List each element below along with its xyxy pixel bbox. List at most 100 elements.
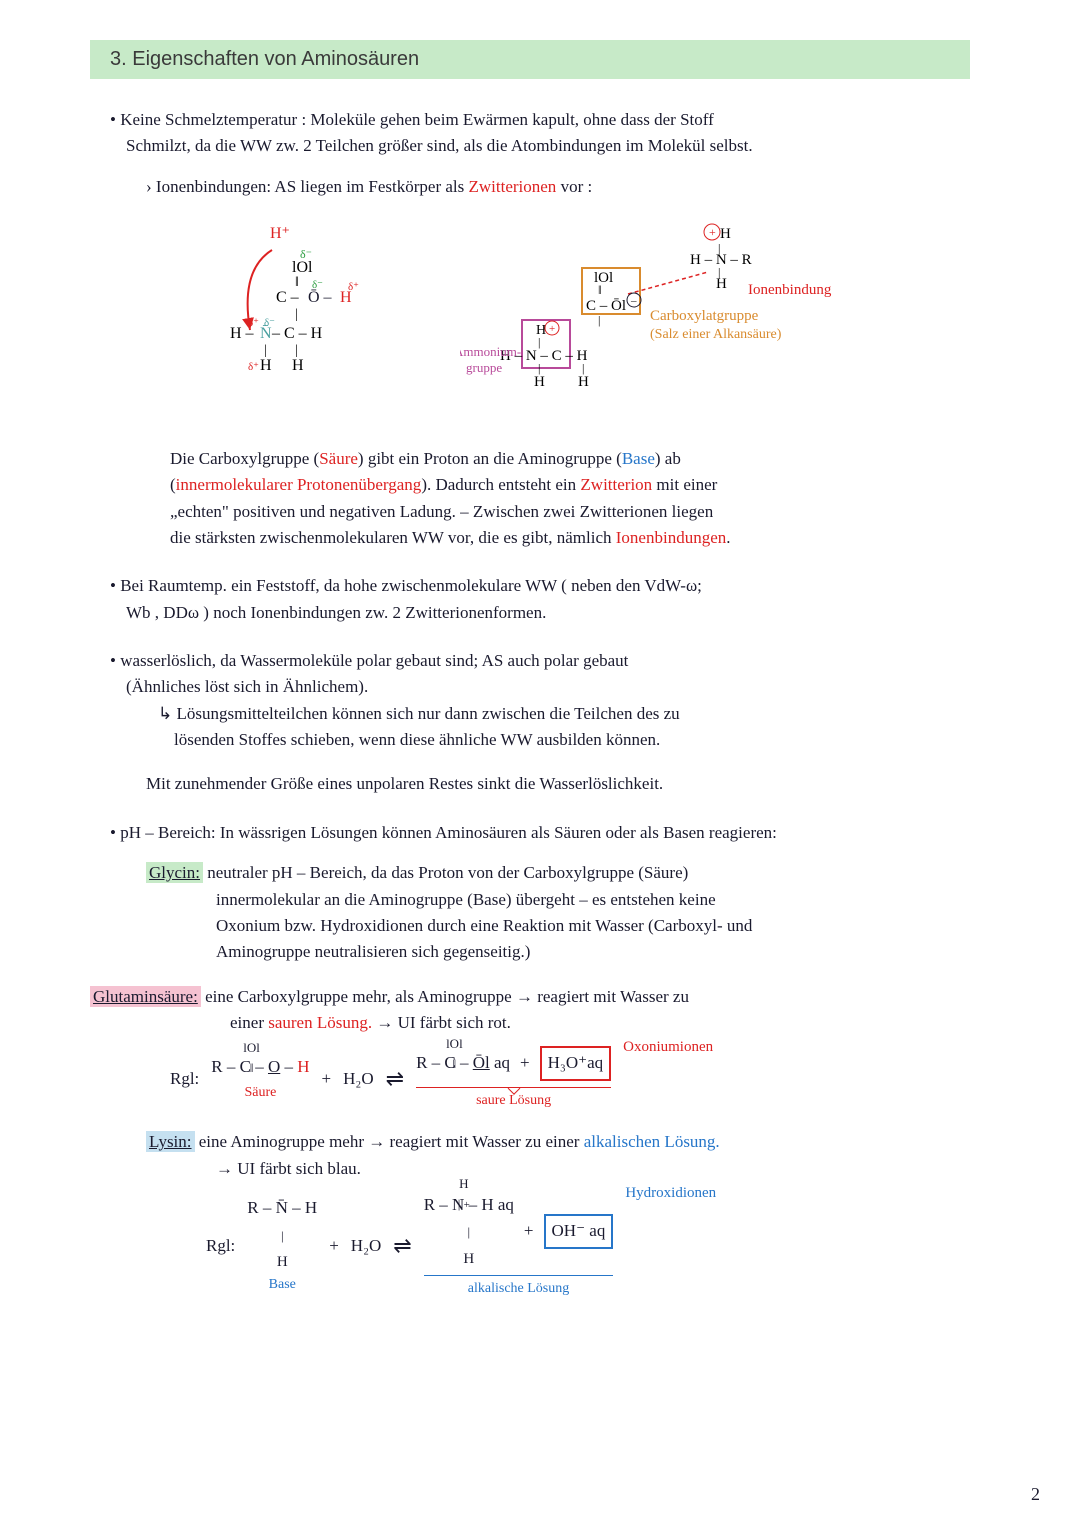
svg-text:|: | [538, 361, 540, 375]
lysin-block: Lysin: eine Aminogruppe mehr → reagiert … [146, 1129, 990, 1299]
eq-right1: R – C – Ōl aq [416, 1053, 510, 1072]
chevron-icon: › [146, 177, 156, 196]
eq-oxonium-box: H₃O⁺aq [540, 1046, 612, 1080]
text-red: Zwitterion [580, 475, 652, 494]
eq-hydroxid-box: OH⁻ aq [544, 1214, 614, 1248]
text: ) gibt ein Proton an die Aminogruppe ( [358, 449, 622, 468]
lysin-label: Lysin: [146, 1131, 195, 1152]
text: „echten" positiven und negativen Ladung.… [170, 502, 713, 521]
svg-text:|: | [598, 313, 600, 327]
oxonium-label: Oxoniumionen [623, 1036, 713, 1059]
equilibrium-arrow-icon: ⇌ [386, 1062, 404, 1096]
eq-left-h: H [277, 1254, 288, 1270]
svg-text:H: H [578, 374, 589, 390]
svg-text:|: | [295, 307, 298, 322]
text: einer [230, 1013, 268, 1032]
eq-base: Base [247, 1274, 317, 1296]
text: Wb , DDω ) noch Ionenbindungen zw. 2 Zwi… [126, 603, 546, 622]
text: . [726, 528, 730, 547]
text: Ionenbindungen: AS liegen im Festkörper … [156, 177, 469, 196]
bullet-wasserloeslich: wasserlöslich, da Wassermoleküle polar g… [110, 648, 990, 753]
text-red: Säure [319, 449, 358, 468]
text: ). Dadurch entsteht ein [421, 475, 580, 494]
text: innermolekular an die Aminogruppe (Base)… [216, 890, 716, 909]
sub-ionenbindung: › Ionenbindungen: AS liegen im Festkörpe… [146, 174, 990, 200]
svg-text:Ionenbindung: Ionenbindung [748, 282, 832, 298]
svg-text:δ⁺: δ⁺ [248, 361, 259, 373]
svg-text:δ⁺: δ⁺ [248, 317, 259, 329]
eq-h2o: H₂O [351, 1233, 381, 1259]
eq-left: R – C – O – H [211, 1057, 309, 1076]
eq-label: Rgl: [170, 1066, 199, 1092]
plus-icon: + [329, 1233, 339, 1259]
text-blue: alkalischen Lösung. [584, 1132, 720, 1151]
svg-text:(Salz einer Alkansäure): (Salz einer Alkansäure) [650, 327, 782, 342]
text-red: innermolekularer Protonenübergang [176, 475, 422, 494]
hydroxid-label: Hydroxidionen [625, 1182, 716, 1205]
section-heading: 3. Eigenschaften von Aminosäuren [90, 40, 970, 79]
svg-text:H: H [534, 374, 545, 390]
text-red: Zwitterionen [469, 177, 557, 196]
text-unpolar: Mit zunehmender Größe eines unpolaren Re… [146, 771, 990, 797]
eq-h2o: H₂O [343, 1066, 373, 1092]
svg-text:+: + [709, 225, 716, 239]
glycin-block: Glycin: neutraler pH – Bereich, da das P… [146, 860, 990, 965]
eq-alk: alkalische Lösung [424, 1278, 614, 1300]
zwitterion-diagram: H⁺ δ⁻ lOl ‖ C – Ō – H δ⁺ δ⁻ | H – N̄ – C… [110, 220, 990, 420]
lysin-equation: Rgl: R – N̄ – H | H Base + H₂O ⇌ H| + R … [206, 1192, 990, 1300]
text: eine Aminogruppe mehr → reagiert mit Was… [199, 1132, 584, 1151]
svg-text:δ⁺: δ⁺ [348, 281, 359, 293]
svg-text:lOl: lOl [292, 259, 313, 276]
eq-left: R – N̄ – H [247, 1198, 317, 1217]
text-red: sauren Lösung. [268, 1013, 372, 1032]
svg-text:H: H [720, 226, 731, 242]
bullet-schmelz: Keine Schmelztemperatur : Moleküle gehen… [110, 107, 990, 160]
text-red: Ionenbindungen [616, 528, 726, 547]
svg-text:gruppe: gruppe [466, 360, 502, 375]
text: Schmilzt, da die WW zw. 2 Teilchen größe… [126, 136, 753, 155]
text: (Ähnliches löst sich in Ähnlichem). [126, 677, 368, 696]
para-carboxyl: Die Carboxylgruppe (Säure) gibt ein Prot… [170, 446, 990, 551]
svg-text:lOl: lOl [594, 270, 613, 286]
svg-text:|: | [538, 335, 540, 349]
text: Keine Schmelztemperatur : Moleküle gehen… [120, 110, 714, 129]
text: vor : [556, 177, 592, 196]
text: Bei Raumtemp. ein Feststoff, da hohe zwi… [120, 576, 702, 595]
text: mit einer [652, 475, 717, 494]
svg-text:‖: ‖ [295, 275, 299, 290]
eq-label: Rgl: [206, 1233, 235, 1259]
text: Aminogruppe neutralisieren sich gegensei… [216, 942, 530, 961]
svg-text:‖: ‖ [598, 282, 602, 297]
svg-text:H⁺: H⁺ [270, 225, 290, 242]
text: Die Carboxylgruppe ( [170, 449, 319, 468]
svg-text:–: – [630, 295, 637, 307]
svg-text:H – N – R: H – N – R [690, 252, 752, 268]
svg-text:+: + [549, 323, 555, 335]
svg-text:Carboxylatgruppe: Carboxylatgruppe [650, 308, 759, 324]
glutamin-label: Glutaminsäure: [90, 986, 201, 1007]
svg-text:δ⁻: δ⁻ [264, 317, 275, 329]
text: ) ab [655, 449, 681, 468]
text: eine Carboxylgruppe mehr, als Aminogrupp… [205, 987, 689, 1006]
molecule-left-svg: H⁺ δ⁻ lOl ‖ C – Ō – H δ⁺ δ⁻ | H – N̄ – C… [200, 220, 430, 400]
equilibrium-arrow-icon: ⇌ [393, 1229, 411, 1263]
svg-text:H: H [292, 357, 304, 374]
text-blue: Base [622, 449, 655, 468]
glutamin-block: Glutaminsäure: eine Carboxylgruppe mehr,… [110, 984, 990, 1112]
glutamin-equation: Rgl: lOl‖ R – C – O – H Säure + H₂O ⇌ lO… [170, 1046, 990, 1111]
svg-text:H: H [716, 276, 727, 292]
plus-icon: + [524, 1218, 534, 1244]
svg-text:|: | [264, 343, 267, 358]
svg-text:Ammonium-: Ammonium- [460, 344, 521, 359]
plus-icon: + [322, 1066, 332, 1092]
svg-text:|: | [582, 361, 584, 375]
svg-text:H: H [260, 357, 272, 374]
svg-text:|: | [295, 343, 298, 358]
text: die stärksten zwischenmolekularen WW vor… [170, 528, 616, 547]
svg-text:δ⁻: δ⁻ [312, 279, 323, 291]
plus-icon: + [520, 1050, 530, 1076]
text: neutraler pH – Bereich, da das Proton vo… [207, 863, 688, 882]
eq-saure: Säure [211, 1082, 309, 1104]
bullet-raumtemp: Bei Raumtemp. ein Feststoff, da hohe zwi… [110, 573, 990, 626]
text: → UI färbt sich blau. [216, 1159, 361, 1178]
